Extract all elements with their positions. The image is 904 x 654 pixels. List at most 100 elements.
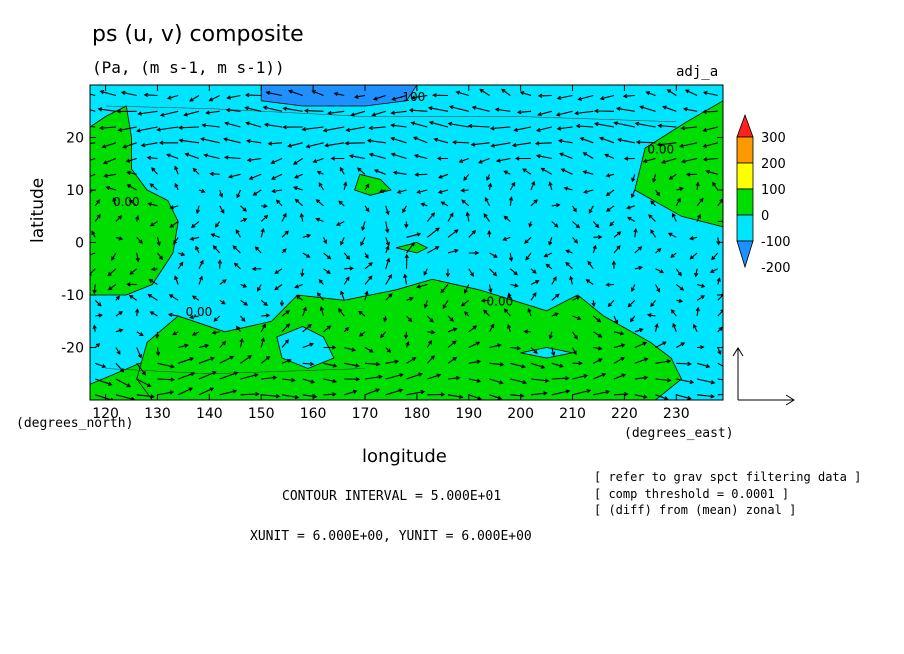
wind-vector-450 <box>548 237 553 246</box>
wind-vector-593 <box>695 181 700 191</box>
note-diff: [ (diff) from (mean) zonal ] <box>594 503 797 517</box>
wind-vector-531 <box>627 216 636 222</box>
wind-vector-109 <box>195 245 200 254</box>
wind-vector-618 <box>702 109 718 114</box>
wind-vector-496 <box>579 137 594 144</box>
wind-vector-402 <box>510 362 526 369</box>
wind-vector-61 <box>157 377 176 382</box>
wind-vector-446 <box>551 293 560 301</box>
wind-vector-518 <box>593 108 615 114</box>
y-axis-units: (degrees_north) <box>16 416 134 431</box>
wind-vector-558 <box>639 105 656 112</box>
wind-vector-44 <box>136 331 144 336</box>
wind-vector-491 <box>592 221 600 229</box>
wind-vector-554 <box>652 174 657 183</box>
wind-vector-63 <box>155 347 161 357</box>
wind-vector-204 <box>302 323 312 333</box>
wind-vector-94 <box>174 165 179 175</box>
wind-vector-335 <box>413 153 428 160</box>
wind-vector-55 <box>125 157 137 163</box>
wind-vector-119 <box>189 95 200 102</box>
wind-vector-1 <box>95 378 113 386</box>
wind-vector-8 <box>90 268 96 276</box>
wind-vector-215 <box>292 158 303 165</box>
wind-vector-369 <box>468 250 480 256</box>
wind-vector-528 <box>634 265 644 271</box>
wind-vector-458 <box>537 110 552 117</box>
wind-vector-611 <box>717 219 723 224</box>
wind-vector-115 <box>184 152 200 160</box>
wind-vector-214 <box>294 173 303 179</box>
colorbar-label-3: 0 <box>761 209 769 224</box>
model-label: adj_a <box>676 64 719 80</box>
wind-vector-253 <box>343 181 348 191</box>
wind-vector-504 <box>613 331 625 336</box>
wind-vector-299 <box>372 94 386 101</box>
wind-vector-344 <box>447 327 458 333</box>
wind-vector-388 <box>489 268 498 277</box>
wind-vector-252 <box>338 200 345 207</box>
wind-vector-137 <box>201 123 220 128</box>
wind-vector-522 <box>634 357 649 364</box>
wind-vector-16 <box>90 142 96 145</box>
wind-vector-33 <box>105 185 117 191</box>
wind-vector-67 <box>148 278 158 285</box>
wind-vector-219 <box>288 89 303 97</box>
wind-vector-379 <box>455 90 469 97</box>
wind-vector-495 <box>582 152 594 159</box>
wind-vector-167 <box>257 284 262 292</box>
wind-vector-572 <box>675 197 681 207</box>
wind-vector-249 <box>343 252 351 260</box>
wind-vector-562 <box>676 361 692 366</box>
wind-vector-132 <box>219 205 225 214</box>
wind-vector-247 <box>343 276 350 285</box>
wind-vector-523 <box>634 341 648 349</box>
wind-vector-179 <box>244 92 262 98</box>
wind-vector-451 <box>551 221 559 228</box>
wind-vector-619 <box>702 90 718 97</box>
wind-vector-313 <box>396 189 407 194</box>
wind-vector-154 <box>228 173 241 179</box>
wind-vector-601 <box>717 378 723 381</box>
wind-vector-439 <box>519 90 532 97</box>
wind-vector-384 <box>489 323 495 333</box>
wind-vector-298 <box>371 110 386 117</box>
wind-vector-457 <box>535 126 552 133</box>
x-tick-label-9: 210 <box>559 406 586 422</box>
wind-vector-239 <box>311 90 324 97</box>
wind-vector-141 <box>240 373 259 380</box>
wind-vector-223 <box>323 345 337 350</box>
y-tick-label-0: 20 <box>66 131 84 147</box>
wind-vector-24 <box>115 328 124 333</box>
wind-vector-218 <box>282 106 303 112</box>
wind-vector-546 <box>650 299 656 308</box>
wind-vector-333 <box>416 189 428 194</box>
x-tick-label-4: 160 <box>300 406 327 422</box>
wind-vector-78 <box>137 110 158 116</box>
wind-vector-83 <box>178 343 189 349</box>
wind-vector-505 <box>613 315 619 325</box>
wind-vector-283 <box>385 347 392 353</box>
x-tick-label-11: 230 <box>663 406 690 422</box>
wind-vector-343 <box>447 340 457 348</box>
wind-vector-108 <box>198 259 204 270</box>
wind-vector-368 <box>468 268 474 277</box>
wind-vector-480 <box>593 389 611 396</box>
wind-vector-30 <box>115 236 124 241</box>
wind-vector-542 <box>655 359 672 364</box>
wind-vector-121 <box>219 371 239 380</box>
wind-vector-295 <box>368 152 386 160</box>
wind-vector-456 <box>534 141 552 146</box>
wind-vector-413 <box>509 181 516 191</box>
wind-vector-414 <box>503 170 511 175</box>
wind-vector-375 <box>458 157 469 163</box>
wind-vector-184 <box>281 323 291 333</box>
wind-vector-47 <box>126 282 137 287</box>
wind-vector-490 <box>593 234 603 240</box>
wind-vector-242 <box>344 362 360 368</box>
wind-vector-478 <box>555 110 573 117</box>
wind-vector-280 <box>385 388 404 396</box>
wind-vector-415 <box>495 157 511 163</box>
wind-vector-455 <box>535 154 552 160</box>
wind-vector-52 <box>128 199 138 207</box>
